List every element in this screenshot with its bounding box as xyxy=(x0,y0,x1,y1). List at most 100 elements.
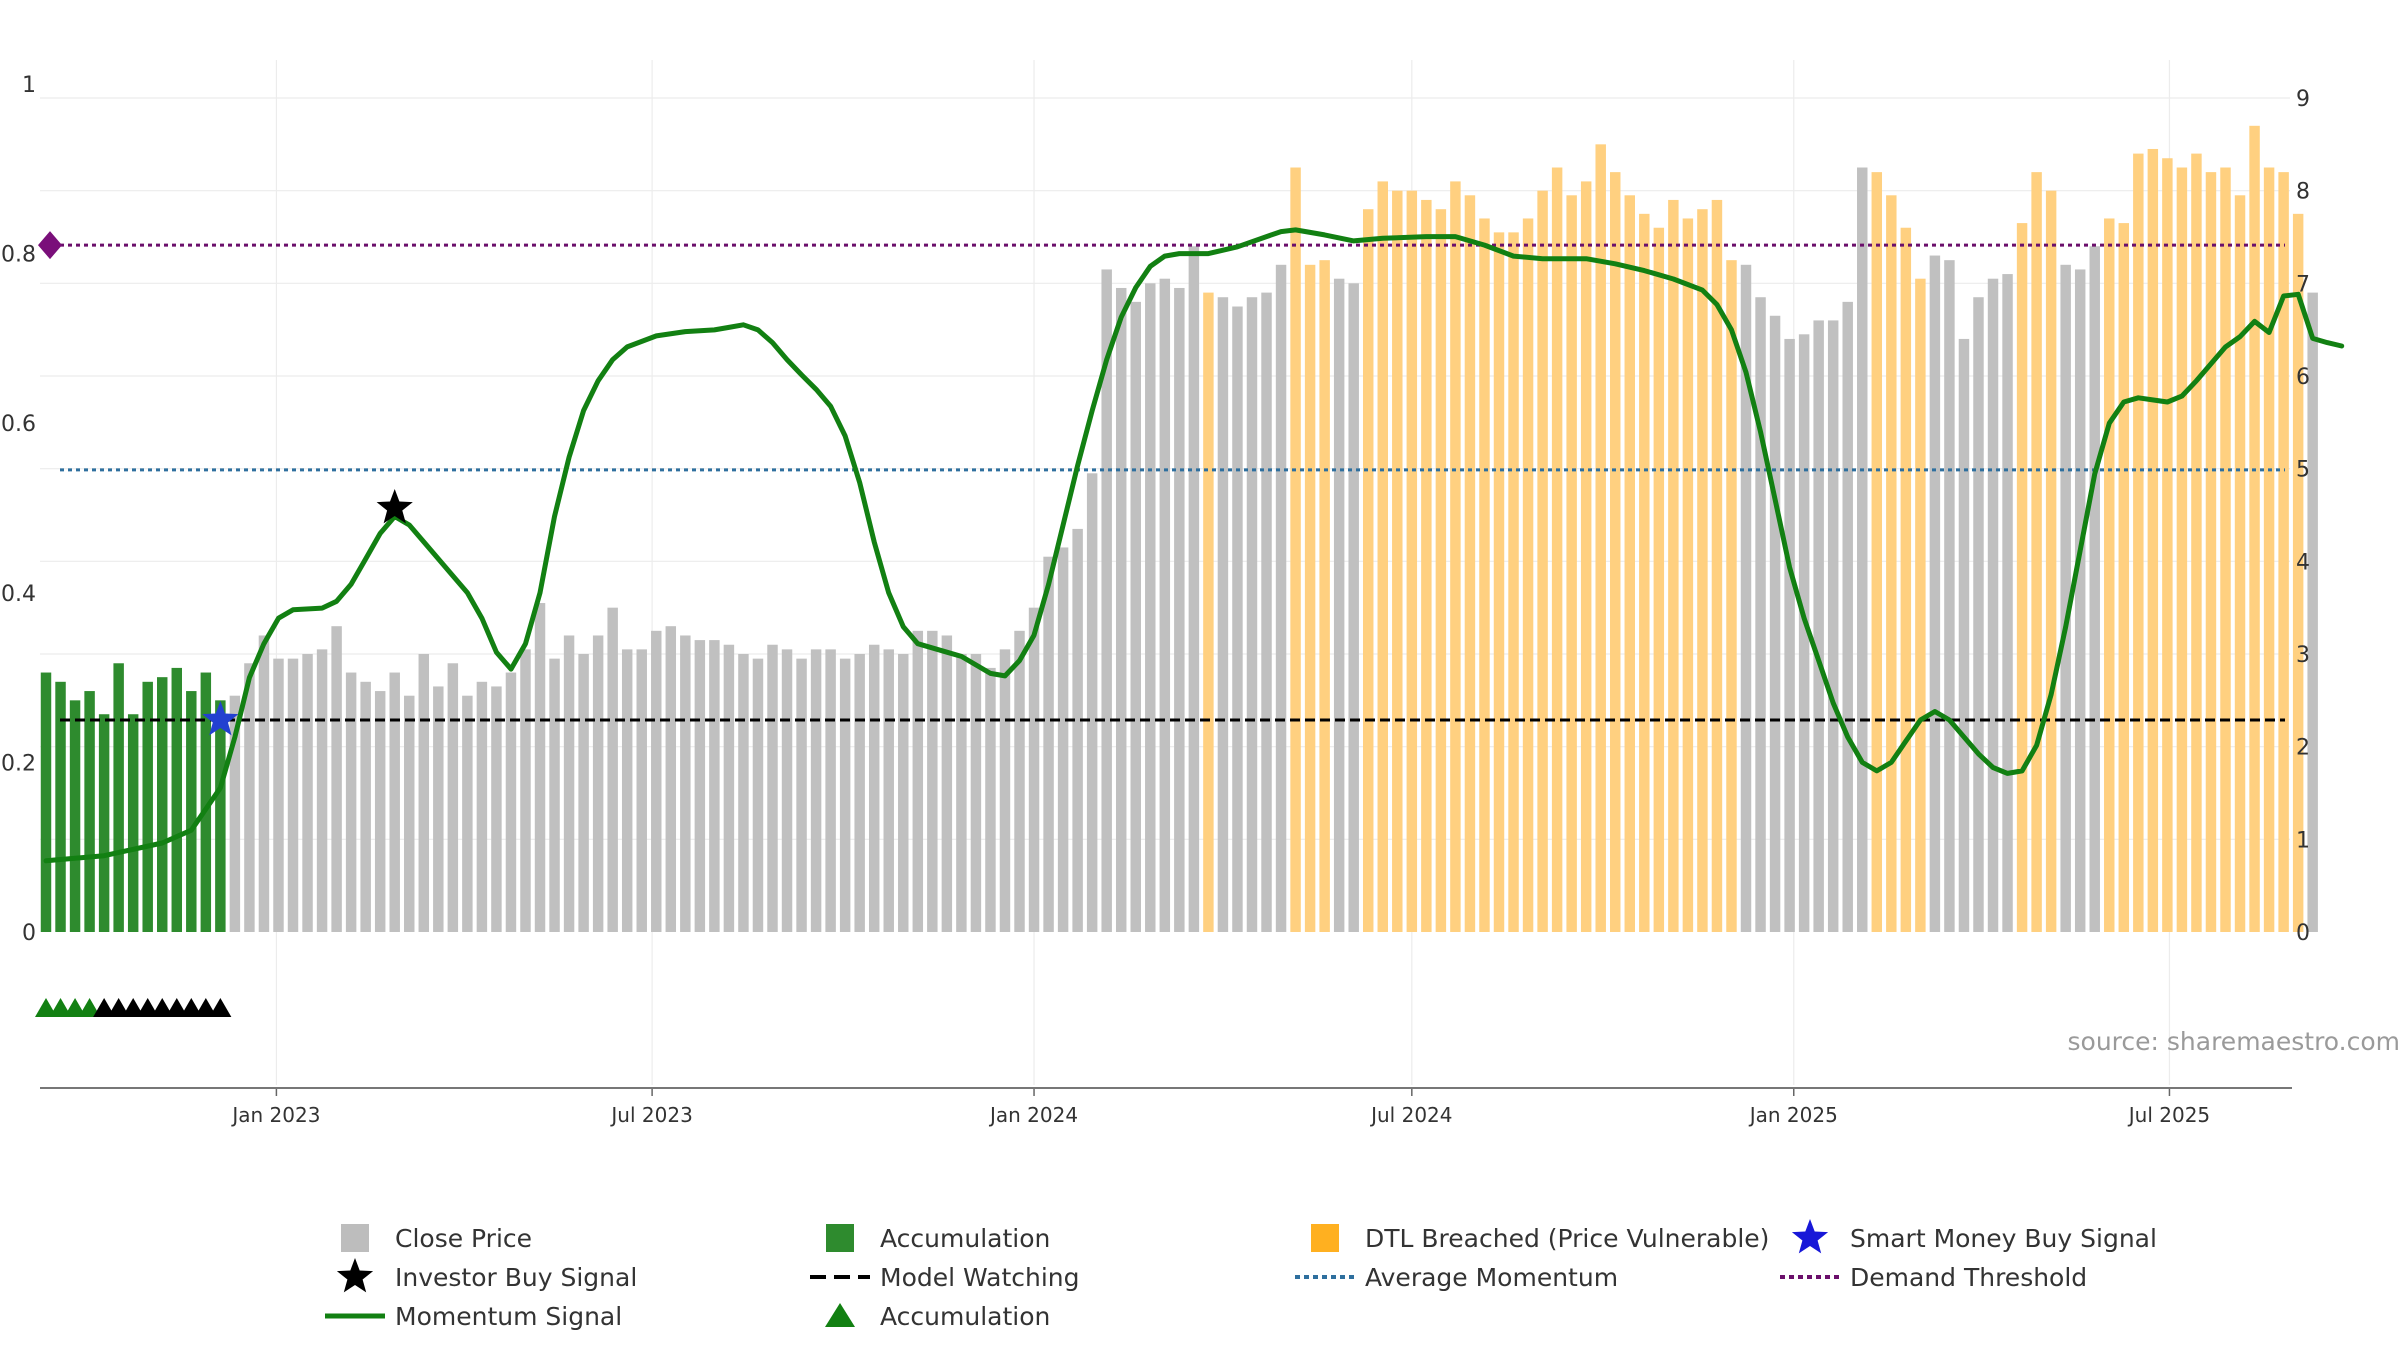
bar-106 xyxy=(1580,181,1592,932)
bar-29 xyxy=(462,695,473,932)
bar-123 xyxy=(1827,320,1839,932)
legend-smart-money-buy-signal-star-label: Smart Money Buy Signal xyxy=(1850,1224,2157,1253)
right-tick-1: 1 xyxy=(2296,828,2310,853)
bar-41 xyxy=(636,649,647,932)
bar-49 xyxy=(752,658,764,932)
bar-80 xyxy=(1203,292,1214,933)
legend-average-momentum-dot-label: Average Momentum xyxy=(1365,1263,1618,1292)
bar-23 xyxy=(374,691,386,932)
accumulation-triangle-10 xyxy=(180,998,203,1017)
bar-96 xyxy=(1435,209,1447,932)
bar-71 xyxy=(1072,528,1083,932)
bar-118 xyxy=(1755,297,1766,932)
bar-154 xyxy=(2278,172,2289,933)
bar-105 xyxy=(1566,195,1577,933)
bar-45 xyxy=(694,640,706,932)
legend-accumulation-triangle-label: Accumulation xyxy=(880,1302,1050,1331)
marker-demand-threshold-diamond xyxy=(38,231,62,260)
legend-smart-money-buy-signal-star-swatch xyxy=(1791,1219,1829,1254)
bar-139 xyxy=(2060,264,2071,932)
bar-18 xyxy=(302,654,313,932)
bar-150 xyxy=(2220,167,2231,932)
accumulation-triangle-6 xyxy=(122,998,145,1017)
bar-88 xyxy=(1319,260,1330,933)
bar-31 xyxy=(491,686,502,932)
bar-12 xyxy=(215,700,226,932)
bar-76 xyxy=(1145,283,1156,932)
bar-91 xyxy=(1362,209,1374,932)
bar-103 xyxy=(1537,190,1548,932)
bar-120 xyxy=(1784,338,1795,932)
bar-13 xyxy=(229,695,241,932)
bar-140 xyxy=(2074,269,2086,932)
bar-84 xyxy=(1261,292,1272,933)
bar-51 xyxy=(781,649,793,932)
bar-69 xyxy=(1043,556,1054,932)
bar-68 xyxy=(1028,607,1040,932)
bar-131 xyxy=(1944,260,1955,933)
bar-125 xyxy=(1857,167,1868,932)
bar-2 xyxy=(69,700,81,932)
bar-115 xyxy=(1711,199,1723,932)
bar-95 xyxy=(1421,199,1432,932)
bar-108 xyxy=(1610,172,1621,933)
bar-73 xyxy=(1101,269,1112,932)
bar-35 xyxy=(549,658,560,932)
accumulation-triangle-row xyxy=(35,998,232,1017)
bar-81 xyxy=(1217,297,1229,932)
bar-52 xyxy=(796,658,807,932)
right-tick-7: 7 xyxy=(2296,272,2310,297)
bar-136 xyxy=(2016,223,2028,933)
bar-0 xyxy=(40,672,52,932)
bar-67 xyxy=(1014,630,1025,932)
bar-122 xyxy=(1813,320,1824,932)
price-bars xyxy=(40,125,2318,933)
bar-124 xyxy=(1842,301,1853,932)
bar-21 xyxy=(345,672,357,932)
bar-1 xyxy=(55,681,66,932)
bar-57 xyxy=(868,644,880,932)
bar-39 xyxy=(607,607,618,932)
bar-126 xyxy=(1871,172,1883,933)
bar-151 xyxy=(2234,195,2246,933)
bar-34 xyxy=(534,603,546,932)
legend-accumulation-square-swatch xyxy=(826,1224,854,1252)
bar-3 xyxy=(84,691,95,932)
bar-121 xyxy=(1798,334,1810,932)
left-tick-0-8: 0.8 xyxy=(1,243,36,268)
bar-100 xyxy=(1493,232,1505,932)
bar-75 xyxy=(1130,301,1141,932)
bar-7 xyxy=(142,681,153,932)
bar-146 xyxy=(2162,158,2173,932)
bar-48 xyxy=(738,654,749,932)
bar-62 xyxy=(941,635,953,932)
bar-27 xyxy=(433,686,444,932)
bar-24 xyxy=(389,672,400,932)
bar-16 xyxy=(273,658,284,932)
bar-66 xyxy=(999,649,1011,932)
bar-63 xyxy=(956,654,967,932)
bar-119 xyxy=(1769,315,1781,932)
accumulation-triangle-5 xyxy=(107,998,130,1017)
bar-17 xyxy=(287,658,299,932)
bar-65 xyxy=(985,667,996,932)
bar-110 xyxy=(1639,213,1650,933)
source-credit: source: sharemaestro.com xyxy=(2068,1027,2400,1056)
bar-15 xyxy=(258,635,270,932)
xtick-label-jan-2025: Jan 2025 xyxy=(1748,1103,1838,1127)
bar-5 xyxy=(113,663,124,932)
xtick-label-jan-2023: Jan 2023 xyxy=(230,1103,320,1127)
bar-149 xyxy=(2205,172,2217,933)
bar-38 xyxy=(592,635,604,932)
bar-36 xyxy=(563,635,575,932)
axes: Jan 2023 Jul 2023 Jan 2024 Jul 2024 Jan 2025… xyxy=(1,73,2310,1127)
bar-143 xyxy=(2118,223,2130,933)
bar-26 xyxy=(418,654,430,932)
bar-44 xyxy=(680,635,691,932)
bar-25 xyxy=(404,695,415,932)
legend-momentum-signal-line-label: Momentum Signal xyxy=(395,1302,622,1331)
legend-accumulation-triangle-swatch xyxy=(825,1303,855,1327)
bar-111 xyxy=(1653,227,1665,932)
bar-30 xyxy=(476,681,488,932)
